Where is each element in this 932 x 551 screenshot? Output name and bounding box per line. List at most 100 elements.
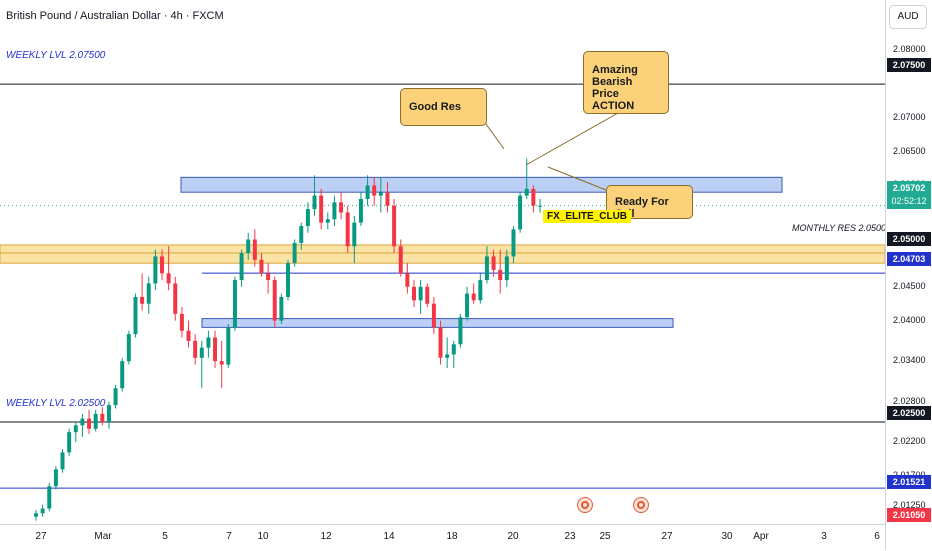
candle-body (312, 195, 317, 210)
candle-body (199, 347, 204, 358)
callout-pointer (485, 123, 505, 150)
time-tick-label: 3 (821, 531, 827, 542)
candle-body (292, 242, 297, 264)
resistance-zone (201, 318, 674, 328)
candle-body (451, 344, 456, 355)
time-tick-label: 25 (599, 531, 611, 542)
time-tick-label: 10 (257, 531, 269, 542)
time-tick-label: 5 (162, 531, 168, 542)
candle-body (232, 280, 237, 328)
candle-body (246, 239, 251, 254)
candle-body (219, 361, 224, 365)
price-tick-label: 2.04000 (893, 314, 926, 325)
candle-body (67, 432, 72, 453)
candle-body (73, 425, 78, 433)
candle-body (305, 209, 310, 226)
candle-body (120, 361, 125, 389)
candle-body (538, 205, 542, 207)
time-tick-label: 18 (446, 531, 458, 542)
candle-body (93, 413, 98, 429)
candle-body (392, 205, 397, 247)
low-line-price-tag: 2.01521 (887, 475, 931, 489)
candle-body (518, 195, 523, 230)
candle-body (418, 286, 423, 301)
candle-body (279, 296, 284, 321)
candle-body (339, 202, 344, 213)
candle-body (173, 283, 178, 314)
candle-body (378, 192, 383, 196)
candle-body (438, 327, 443, 358)
candle-body (425, 286, 430, 304)
candle-body (53, 469, 58, 487)
candle-body (484, 256, 489, 281)
candle-body (345, 212, 350, 247)
candle-body (113, 388, 118, 406)
candle-body (106, 405, 111, 422)
candle-body (398, 246, 403, 274)
time-tick-label: Apr (753, 531, 769, 542)
candle-body (126, 334, 131, 362)
time-tick-label: 27 (661, 531, 673, 542)
candle-body (47, 486, 52, 509)
time-tick-label: 30 (721, 531, 733, 542)
candle-body (266, 273, 271, 281)
time-tick-label: 6 (874, 531, 880, 542)
economic-event-icon[interactable] (577, 497, 593, 513)
candle-body (352, 222, 357, 247)
candle-body (412, 286, 416, 301)
candle-body (498, 269, 503, 281)
price-tick-label: 2.08000 (893, 44, 926, 55)
candle-body (146, 283, 151, 304)
candle-body (478, 280, 483, 301)
candle-body (213, 337, 218, 362)
price-axis[interactable]: AUD 2.080002.070002.065002.060002.045002… (885, 0, 932, 550)
price-chart[interactable] (0, 0, 885, 524)
candle-body (458, 317, 463, 345)
candle-body (100, 413, 105, 422)
price-tick-label: 2.02800 (893, 395, 926, 406)
economic-event-icon[interactable] (633, 497, 649, 513)
callout-pointer (525, 112, 619, 166)
candle-body (226, 327, 231, 365)
time-axis[interactable]: 27 Mar 5 7 10 12 14 18 20 23 25 27 30 Apr 3 6 (0, 524, 885, 551)
brand-watermark: FX_ELITE_CLUB (543, 210, 632, 223)
time-tick-label: 23 (564, 531, 576, 542)
candle-body (332, 202, 337, 220)
candle-body (372, 185, 377, 196)
time-tick-label: 20 (507, 531, 519, 542)
candle-body (133, 296, 138, 335)
candle-body (140, 296, 145, 304)
candle-body (34, 513, 38, 517)
callout-pointer (547, 166, 607, 191)
time-tick-label: 14 (383, 531, 395, 542)
candle-body (286, 263, 290, 297)
candle-body (153, 256, 158, 284)
candle-body (239, 253, 244, 281)
candle-body (87, 418, 92, 429)
candle-body (405, 273, 410, 287)
price-tick-label: 2.03400 (893, 355, 926, 366)
currency-selector[interactable]: AUD (889, 5, 927, 29)
candle-body (465, 293, 470, 318)
candle-body (325, 219, 330, 223)
candle-body (319, 195, 324, 223)
candle-body (166, 273, 171, 284)
candle-body (272, 280, 277, 321)
price-tick-label: 2.06500 (893, 145, 926, 156)
candle-body (531, 188, 536, 206)
current-price-value: 2.05702 (892, 183, 926, 193)
amazing-action-callout[interactable]: Amazing Bearish Price ACTION (583, 51, 669, 114)
weekly-bottom-price-tag: 2.02500 (887, 406, 931, 420)
candle-body (491, 256, 496, 270)
chart-area[interactable]: British Pound / Australian Dollar · 4h ·… (0, 0, 885, 524)
time-tick-label: 27 (35, 531, 47, 542)
candle-body (299, 226, 304, 243)
candle-body (179, 313, 184, 331)
candle-body (445, 354, 450, 358)
monthly-resistance-zone (0, 244, 885, 264)
good-res-callout[interactable]: Good Res (400, 88, 487, 126)
price-tick-label: 2.01250 (893, 500, 926, 511)
candle-body (431, 303, 436, 328)
weekly-top-label: WEEKLY LVL 2.07500 (6, 50, 106, 61)
candle-body (511, 229, 516, 257)
